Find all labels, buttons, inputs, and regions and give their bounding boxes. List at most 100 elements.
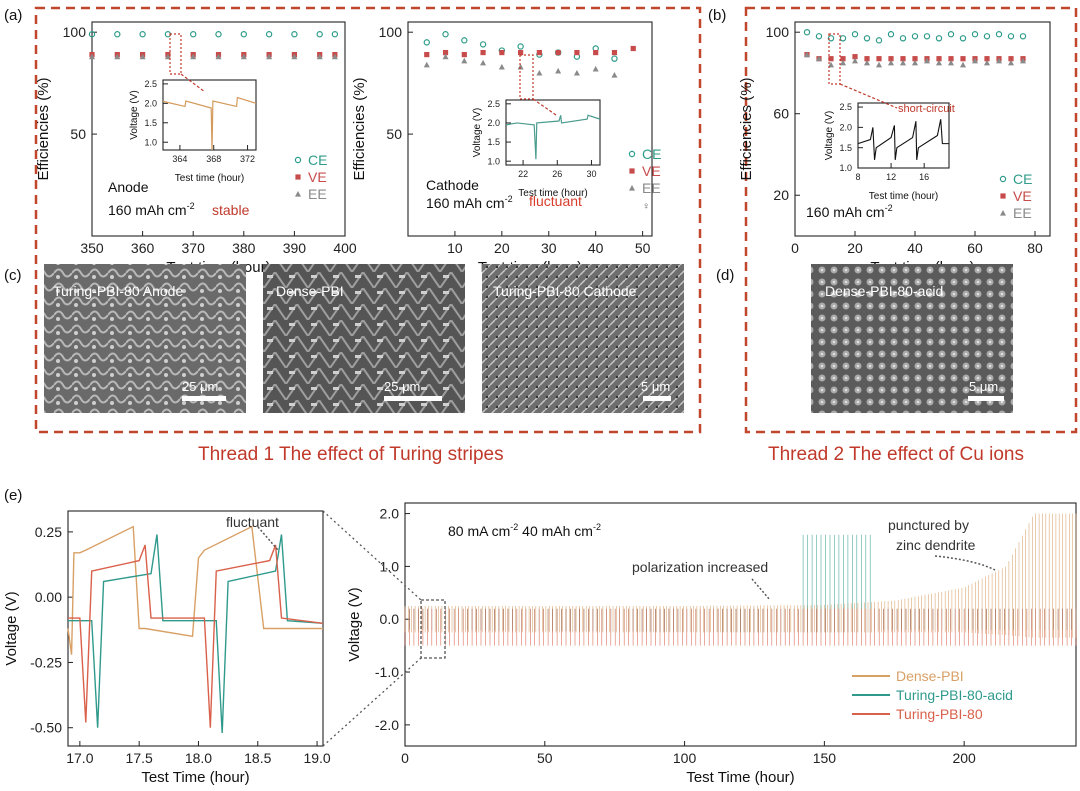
e-right-xtick-label: 0 [401,750,409,766]
b-xtick-label: 60 [967,240,983,256]
a-right-ve-point [574,49,580,56]
anode-capacity-sup: -2 [187,201,195,211]
a-left-highlight-box [169,33,182,75]
a-left-legend-ce: CE [308,152,327,168]
b-xtick-label: 20 [847,240,863,256]
thread1-frame [34,6,702,434]
b-ee-point [960,61,966,68]
b-ee-point [936,59,942,66]
a-left-ce-point [139,31,146,38]
a-right-ylabel: Efficiencies (%) [351,77,368,180]
a-left-arrow [180,73,206,93]
a-left-legend-ee-marker [295,191,301,197]
a-left-ce-point [240,31,247,38]
b-ee-point [888,59,894,66]
a-left-legend-ve-marker [295,174,301,180]
a-right-ve-point [536,49,542,56]
sem-image-1: Turing-PBI-80 Anode 25 μm [44,264,246,413]
e-legend-turing-pbi-80: Turing-PBI-80 [896,706,983,722]
sem-image-2-scale: 25 μm [384,379,420,394]
a-left-ee-point [190,53,197,60]
b-ylabel: Efficiencies (%) [738,77,755,180]
e-legend-turing-pbi-80-acid: Turing-PBI-80-acid [896,687,1013,703]
b-ee-point [1008,59,1014,66]
b-ce-point [923,33,931,40]
b-ee-point [840,59,846,66]
e-left-xtick-label: 18.5 [244,750,271,766]
a-right-ee-point [423,61,430,68]
a-left-ce-point [331,31,339,38]
a-left-ee-point [291,53,298,60]
e-left-xtick-label: 17.5 [126,750,153,766]
punctured-arrow [934,555,996,571]
a-right-ce-point [423,39,430,46]
e-right-xtick-label: 200 [952,750,976,766]
a-right-ytick-label: 50 [386,126,402,142]
sem-image-4-label: Dense-PBI-80-acid [825,283,943,299]
b-ee-point [804,51,810,58]
b-legend-ce-marker [999,175,1007,183]
cathode-capacity: 160 mAh cm-2 [426,194,513,211]
a-right-ve-point [442,49,449,56]
a-right-legend-ce-marker [628,150,636,158]
b-capacity-sup: -2 [885,203,893,213]
sem-image-1-scale: 25 μm [182,379,218,394]
a-right-ee-point [555,67,562,74]
e-right-xtick-label: 100 [673,750,697,766]
b-arrow [839,83,898,109]
e-left-xtick-label: 18.0 [185,750,212,766]
sem-image-1-label: Turing-PBI-80 Anode [53,283,183,299]
sem-image-3-scalebar [643,396,671,401]
b-ce-point [983,33,991,40]
b-capacity-text: 160 mAh cm [806,204,885,220]
e-left-series-dense-pbi [67,525,323,655]
punctured-note-1: punctured by [888,517,969,533]
b-xtick-label: 40 [907,240,923,256]
a-right-ve-point [518,49,524,56]
b-plot-frame [794,21,1051,237]
a-left-ce-point [189,31,197,38]
a-right-ve-point [611,49,618,56]
thread2-title: Thread 2 The effect of Cu ions [768,444,1024,465]
a-left-xtick-label: 400 [333,240,357,256]
b-ytick-label: 20 [773,187,789,203]
a-right-ee-point [498,63,505,70]
a-right-ee-point [480,59,487,66]
a-right-ve-point [630,45,636,52]
panel-label-a: (a) [4,7,22,24]
panel-label-b: (b) [708,7,726,24]
e-zoom-connector-top [322,510,422,601]
a-right-ce-point [461,37,468,44]
b-inset-xtick-label: 16 [919,172,929,182]
e-left-xlabel: Test Time (hour) [141,769,249,786]
a-right-ee-point [442,53,449,60]
b-inset-xtick-label: 8 [855,172,860,182]
a-left-inset-xtick-label: 372 [240,154,255,164]
a-left-inset-xtick-label: 364 [172,154,187,164]
b-ee-point [996,57,1002,64]
rates-text: 80 mA cm [448,523,510,539]
a-left-ee-point [316,53,323,60]
b-ve-point [960,56,966,62]
a-left-ce-point [114,31,121,38]
e-right-ytick-label: -2.0 [375,717,399,733]
b-ve-point [948,56,954,62]
b-ee-point [984,59,990,66]
b-ce-point [887,31,895,38]
chart-e-left: 17.0 17.5 18.0 18.5 19.0 -0.50 -0.25 0.00 0.25 Te… [3,510,331,786]
b-ee-point [1020,57,1026,64]
e-left-series-turing-pbi-80-acid [68,534,324,733]
b-ee-point [912,59,918,66]
rates-sup: -2 [510,522,518,532]
b-ee-point [864,59,870,66]
chart-a-right: 10 20 30 40 50 50 100 Test time (hour) Efficienc… [351,21,661,276]
b-ce-point [935,35,943,42]
cathode-capacity-sup: -2 [505,194,513,204]
a-right-inset-plot-frame [505,99,601,166]
a-right-inset-ytick-label: 2.0 [487,118,500,128]
capacity-text: 40 mAh cm [518,523,593,539]
fluctuant-label: fluctuant [529,193,582,209]
panel-label-d: (d) [716,267,734,284]
b-ce-point [851,31,859,38]
